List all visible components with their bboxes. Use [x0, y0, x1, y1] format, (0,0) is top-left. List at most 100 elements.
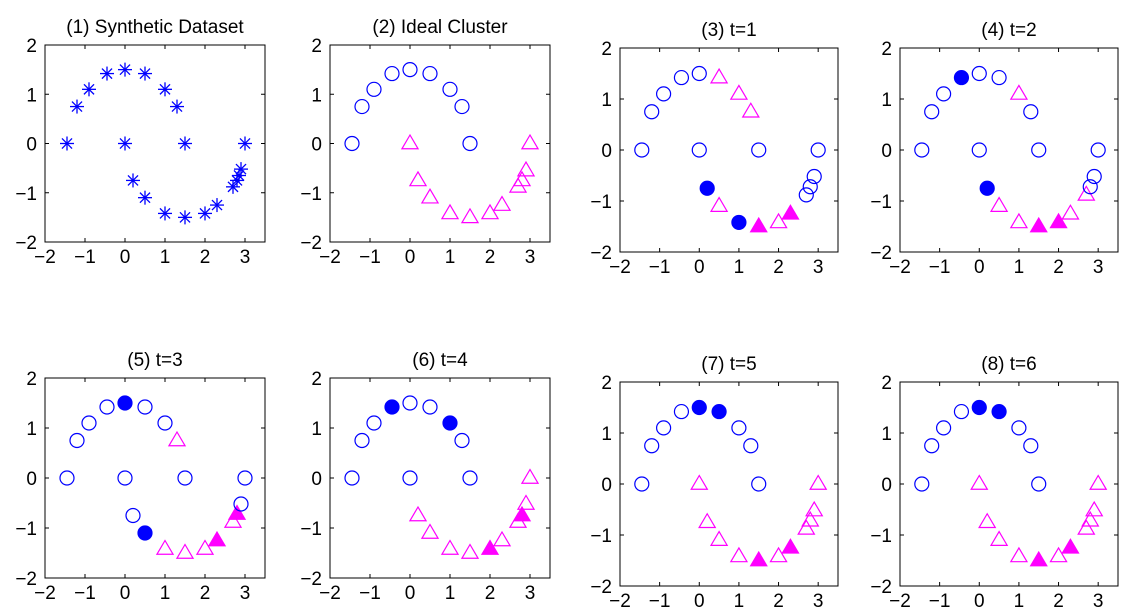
data-point-circle [402, 470, 418, 486]
chart-title: (1) Synthetic Dataset [66, 17, 244, 38]
data-point-filled-circle [442, 415, 458, 431]
data-point-triangle [195, 539, 215, 555]
data-point-circle [971, 142, 987, 158]
chart-panel-2: (2) Ideal Cluster −2 −1 0 1 2 3 2 1 0 −1 −2 [300, 17, 551, 268]
x-tick-label: 2 [773, 591, 784, 612]
data-point-filled-circle [699, 180, 715, 196]
data-point-circle [673, 403, 690, 420]
data-point-triangle [516, 160, 536, 177]
data-point-star [158, 206, 172, 221]
data-point-triangle [400, 133, 420, 150]
x-tick-label: 0 [974, 591, 985, 612]
chart-panel-8: (8) t=6 −2 −1 0 1 2 3 2 1 0 −1 −2 [870, 354, 1119, 612]
data-point-circle [953, 403, 970, 420]
data-point-star [118, 62, 132, 77]
x-tick-label: −1 [929, 257, 951, 278]
data-point-circle [1023, 438, 1039, 454]
data-point-star [198, 206, 212, 221]
y-tick-label: 2 [311, 369, 322, 390]
data-point-circle [354, 98, 370, 115]
data-point-triangle [729, 546, 749, 563]
chart-title: (8) t=6 [981, 354, 1036, 375]
x-tick-label: −2 [319, 583, 341, 604]
x-tick-label: 3 [1093, 257, 1104, 278]
data-point-filled-circle [384, 399, 400, 415]
chart-title: (4) t=2 [981, 20, 1036, 41]
y-tick-label: 0 [311, 469, 322, 490]
y-tick-label: 0 [26, 469, 37, 490]
y-tick-label: 2 [26, 36, 37, 57]
data-point-filled-circle [711, 403, 727, 420]
data-point-filled-triangle [749, 216, 768, 233]
x-tick-label: 3 [525, 583, 536, 604]
data-point-triangle [516, 494, 536, 510]
x-tick-label: 2 [485, 583, 496, 604]
data-point-filled-circle [991, 403, 1007, 420]
y-tick-label: 1 [26, 419, 37, 440]
x-tick-label: 0 [694, 591, 705, 612]
data-point-circle [935, 86, 952, 102]
data-point-triangle [769, 212, 788, 229]
data-point-circle [117, 470, 133, 486]
data-point-triangle [512, 170, 532, 187]
x-tick-label: −2 [609, 257, 631, 278]
data-point-triangle [175, 543, 195, 559]
x-tick-label: 0 [405, 247, 416, 268]
data-point-filled-circle [117, 395, 133, 411]
data-point-triangle [978, 512, 997, 529]
data-point-circle [1082, 179, 1098, 195]
data-point-circle [454, 432, 470, 449]
data-point-circle [69, 432, 85, 449]
data-point-star [60, 136, 74, 151]
x-tick-label: −1 [74, 247, 96, 268]
y-tick-label: 0 [881, 141, 892, 162]
y-tick-label: −2 [870, 577, 892, 598]
data-point-circle [237, 470, 253, 486]
axes-frame [44, 44, 266, 243]
y-tick-label: −2 [15, 233, 37, 254]
x-tick-label: −2 [609, 591, 631, 612]
y-tick-label: −2 [870, 243, 892, 264]
data-point-triangle [989, 196, 1009, 212]
data-point-circle [810, 142, 826, 158]
data-point-triangle [801, 511, 820, 527]
y-tick-label: 2 [601, 39, 612, 60]
data-point-circle [914, 476, 930, 492]
axes-frame [619, 381, 839, 587]
y-tick-label: 0 [311, 135, 322, 156]
x-tick-label: 2 [485, 247, 496, 268]
data-point-circle [454, 98, 470, 115]
x-tick-label: 0 [120, 247, 131, 268]
data-point-circle [1031, 142, 1047, 158]
y-tick-label: −1 [590, 526, 612, 547]
x-tick-label: 2 [200, 247, 211, 268]
data-point-circle [1086, 168, 1102, 185]
x-tick-label: 1 [445, 247, 456, 268]
y-tick-label: 2 [311, 36, 322, 57]
data-point-filled-triangle [1029, 216, 1048, 233]
data-point-circle [442, 81, 458, 97]
y-tick-label: 2 [26, 369, 37, 390]
data-point-triangle [709, 530, 729, 546]
data-point-circle [691, 142, 707, 158]
data-point-triangle [690, 474, 709, 490]
data-point-filled-circle [731, 214, 747, 231]
y-tick-label: −1 [300, 519, 322, 540]
data-point-triangle [1077, 519, 1096, 535]
data-point-circle [924, 438, 940, 454]
data-point-star [138, 66, 152, 81]
data-point-triangle [1089, 474, 1108, 490]
data-point-circle [344, 135, 360, 152]
data-point-circle [644, 104, 660, 120]
data-point-triangle [741, 102, 760, 118]
data-point-star [82, 82, 96, 97]
x-tick-label: −1 [649, 257, 671, 278]
data-point-circle [402, 62, 418, 78]
data-point-circle [971, 65, 987, 82]
data-point-filled-triangle [512, 505, 532, 522]
data-point-filled-triangle [749, 550, 768, 567]
y-tick-label: −1 [590, 192, 612, 213]
data-point-filled-circle [971, 399, 987, 416]
x-tick-label: 3 [240, 583, 251, 604]
